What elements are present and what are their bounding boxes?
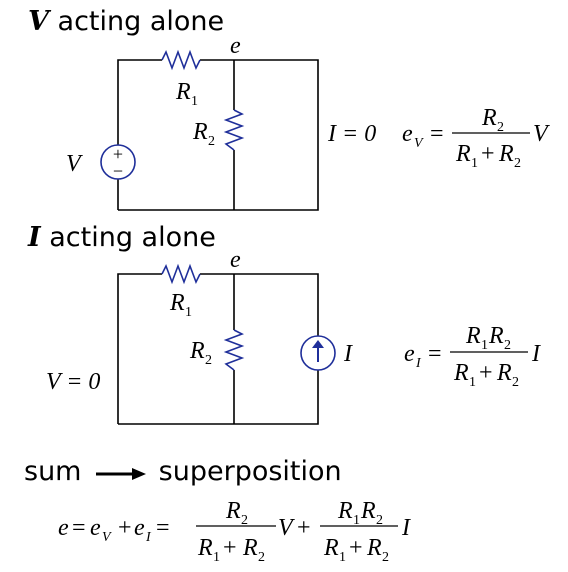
r2-sub: 2	[208, 134, 215, 149]
r1b-resistor-icon	[161, 263, 201, 285]
svg-text:R: R	[481, 105, 497, 131]
svg-text:V: V	[414, 136, 424, 151]
svg-text:R: R	[242, 535, 258, 561]
svg-text:2: 2	[241, 513, 248, 528]
svg-text:+: +	[297, 515, 311, 541]
svg-text:R: R	[453, 360, 469, 386]
circuit-v-alone: + − e R 1 R 2 V I = 0	[66, 33, 376, 211]
node-e-label-2: e	[230, 247, 241, 273]
svg-text:=: =	[428, 341, 442, 367]
heading-sum: sum superposition	[24, 456, 342, 487]
svg-text:+: +	[479, 360, 493, 386]
svg-text:=: =	[430, 121, 444, 147]
heading-v-alone: V acting alone	[28, 6, 224, 37]
heading-i-text: acting alone	[49, 222, 216, 253]
source-v-label: V	[66, 151, 83, 177]
r1-label: R	[175, 79, 191, 105]
circuit-i-alone: e R 1 R 2 I V = 0	[46, 247, 353, 425]
heading-superposition-text: superposition	[158, 456, 342, 487]
svg-text:2: 2	[497, 120, 504, 135]
svg-text:R: R	[225, 498, 241, 524]
arrow-right-icon	[90, 460, 150, 480]
svg-text:e: e	[58, 515, 69, 541]
r2b-sub: 2	[205, 353, 212, 368]
heading-i-symbol: I	[28, 222, 41, 253]
svg-text:1: 1	[469, 375, 476, 390]
svg-text:R: R	[496, 360, 512, 386]
svg-text:e: e	[402, 121, 413, 147]
circuit2-wires	[117, 273, 319, 425]
source-minus: −	[113, 161, 123, 181]
r2b-label: R	[189, 338, 205, 364]
svg-text:R: R	[360, 498, 376, 524]
svg-text:V: V	[102, 530, 112, 545]
svg-text:1: 1	[481, 338, 488, 353]
svg-text:1: 1	[213, 550, 220, 565]
r1-sub: 1	[191, 94, 198, 109]
short-v-label: V = 0	[46, 369, 100, 395]
r2-resistor-icon	[223, 109, 245, 151]
svg-text:R: R	[337, 498, 353, 524]
source-i-label: I	[343, 341, 353, 367]
svg-text:2: 2	[512, 375, 519, 390]
svg-text:+: +	[118, 515, 132, 541]
heading-v-text: acting alone	[57, 6, 225, 37]
svg-text:e: e	[134, 515, 145, 541]
svg-text:2: 2	[258, 550, 265, 565]
open-i-label: I = 0	[327, 121, 376, 147]
voltage-source-icon	[100, 144, 136, 180]
svg-text:I: I	[401, 515, 411, 541]
svg-text:2: 2	[514, 156, 521, 171]
r2-label: R	[192, 119, 208, 145]
svg-text:R: R	[498, 141, 514, 167]
svg-text:+: +	[481, 141, 495, 167]
svg-text:I: I	[145, 530, 152, 545]
svg-text:I: I	[415, 356, 422, 371]
svg-text:R: R	[197, 535, 213, 561]
r1b-label: R	[169, 290, 185, 316]
circuit1-wires	[117, 59, 319, 211]
node-e-label: e	[230, 33, 241, 59]
heading-v-symbol: V	[28, 6, 49, 37]
svg-text:R: R	[465, 323, 481, 349]
svg-text:1: 1	[339, 550, 346, 565]
svg-text:V: V	[533, 121, 550, 147]
svg-text:=: =	[156, 515, 170, 541]
r1-resistor-icon	[161, 49, 201, 71]
svg-text:R: R	[488, 323, 504, 349]
svg-text:R: R	[455, 141, 471, 167]
svg-text:e: e	[90, 515, 101, 541]
r2b-resistor-icon	[223, 329, 245, 371]
svg-text:2: 2	[504, 338, 511, 353]
svg-text:1: 1	[353, 513, 360, 528]
r1b-sub: 1	[185, 305, 192, 320]
svg-text:+: +	[349, 535, 363, 561]
source-plus: +	[113, 144, 123, 164]
svg-text:R: R	[366, 535, 382, 561]
svg-text:V: V	[278, 515, 295, 541]
svg-text:e: e	[404, 341, 415, 367]
svg-text:2: 2	[376, 513, 383, 528]
svg-text:1: 1	[471, 156, 478, 171]
svg-text:R: R	[323, 535, 339, 561]
svg-text:2: 2	[382, 550, 389, 565]
svg-text:=: =	[72, 515, 86, 541]
heading-i-alone: I acting alone	[28, 222, 216, 253]
svg-text:+: +	[223, 535, 237, 561]
svg-text:I: I	[531, 341, 541, 367]
heading-sum-text: sum	[24, 456, 82, 487]
